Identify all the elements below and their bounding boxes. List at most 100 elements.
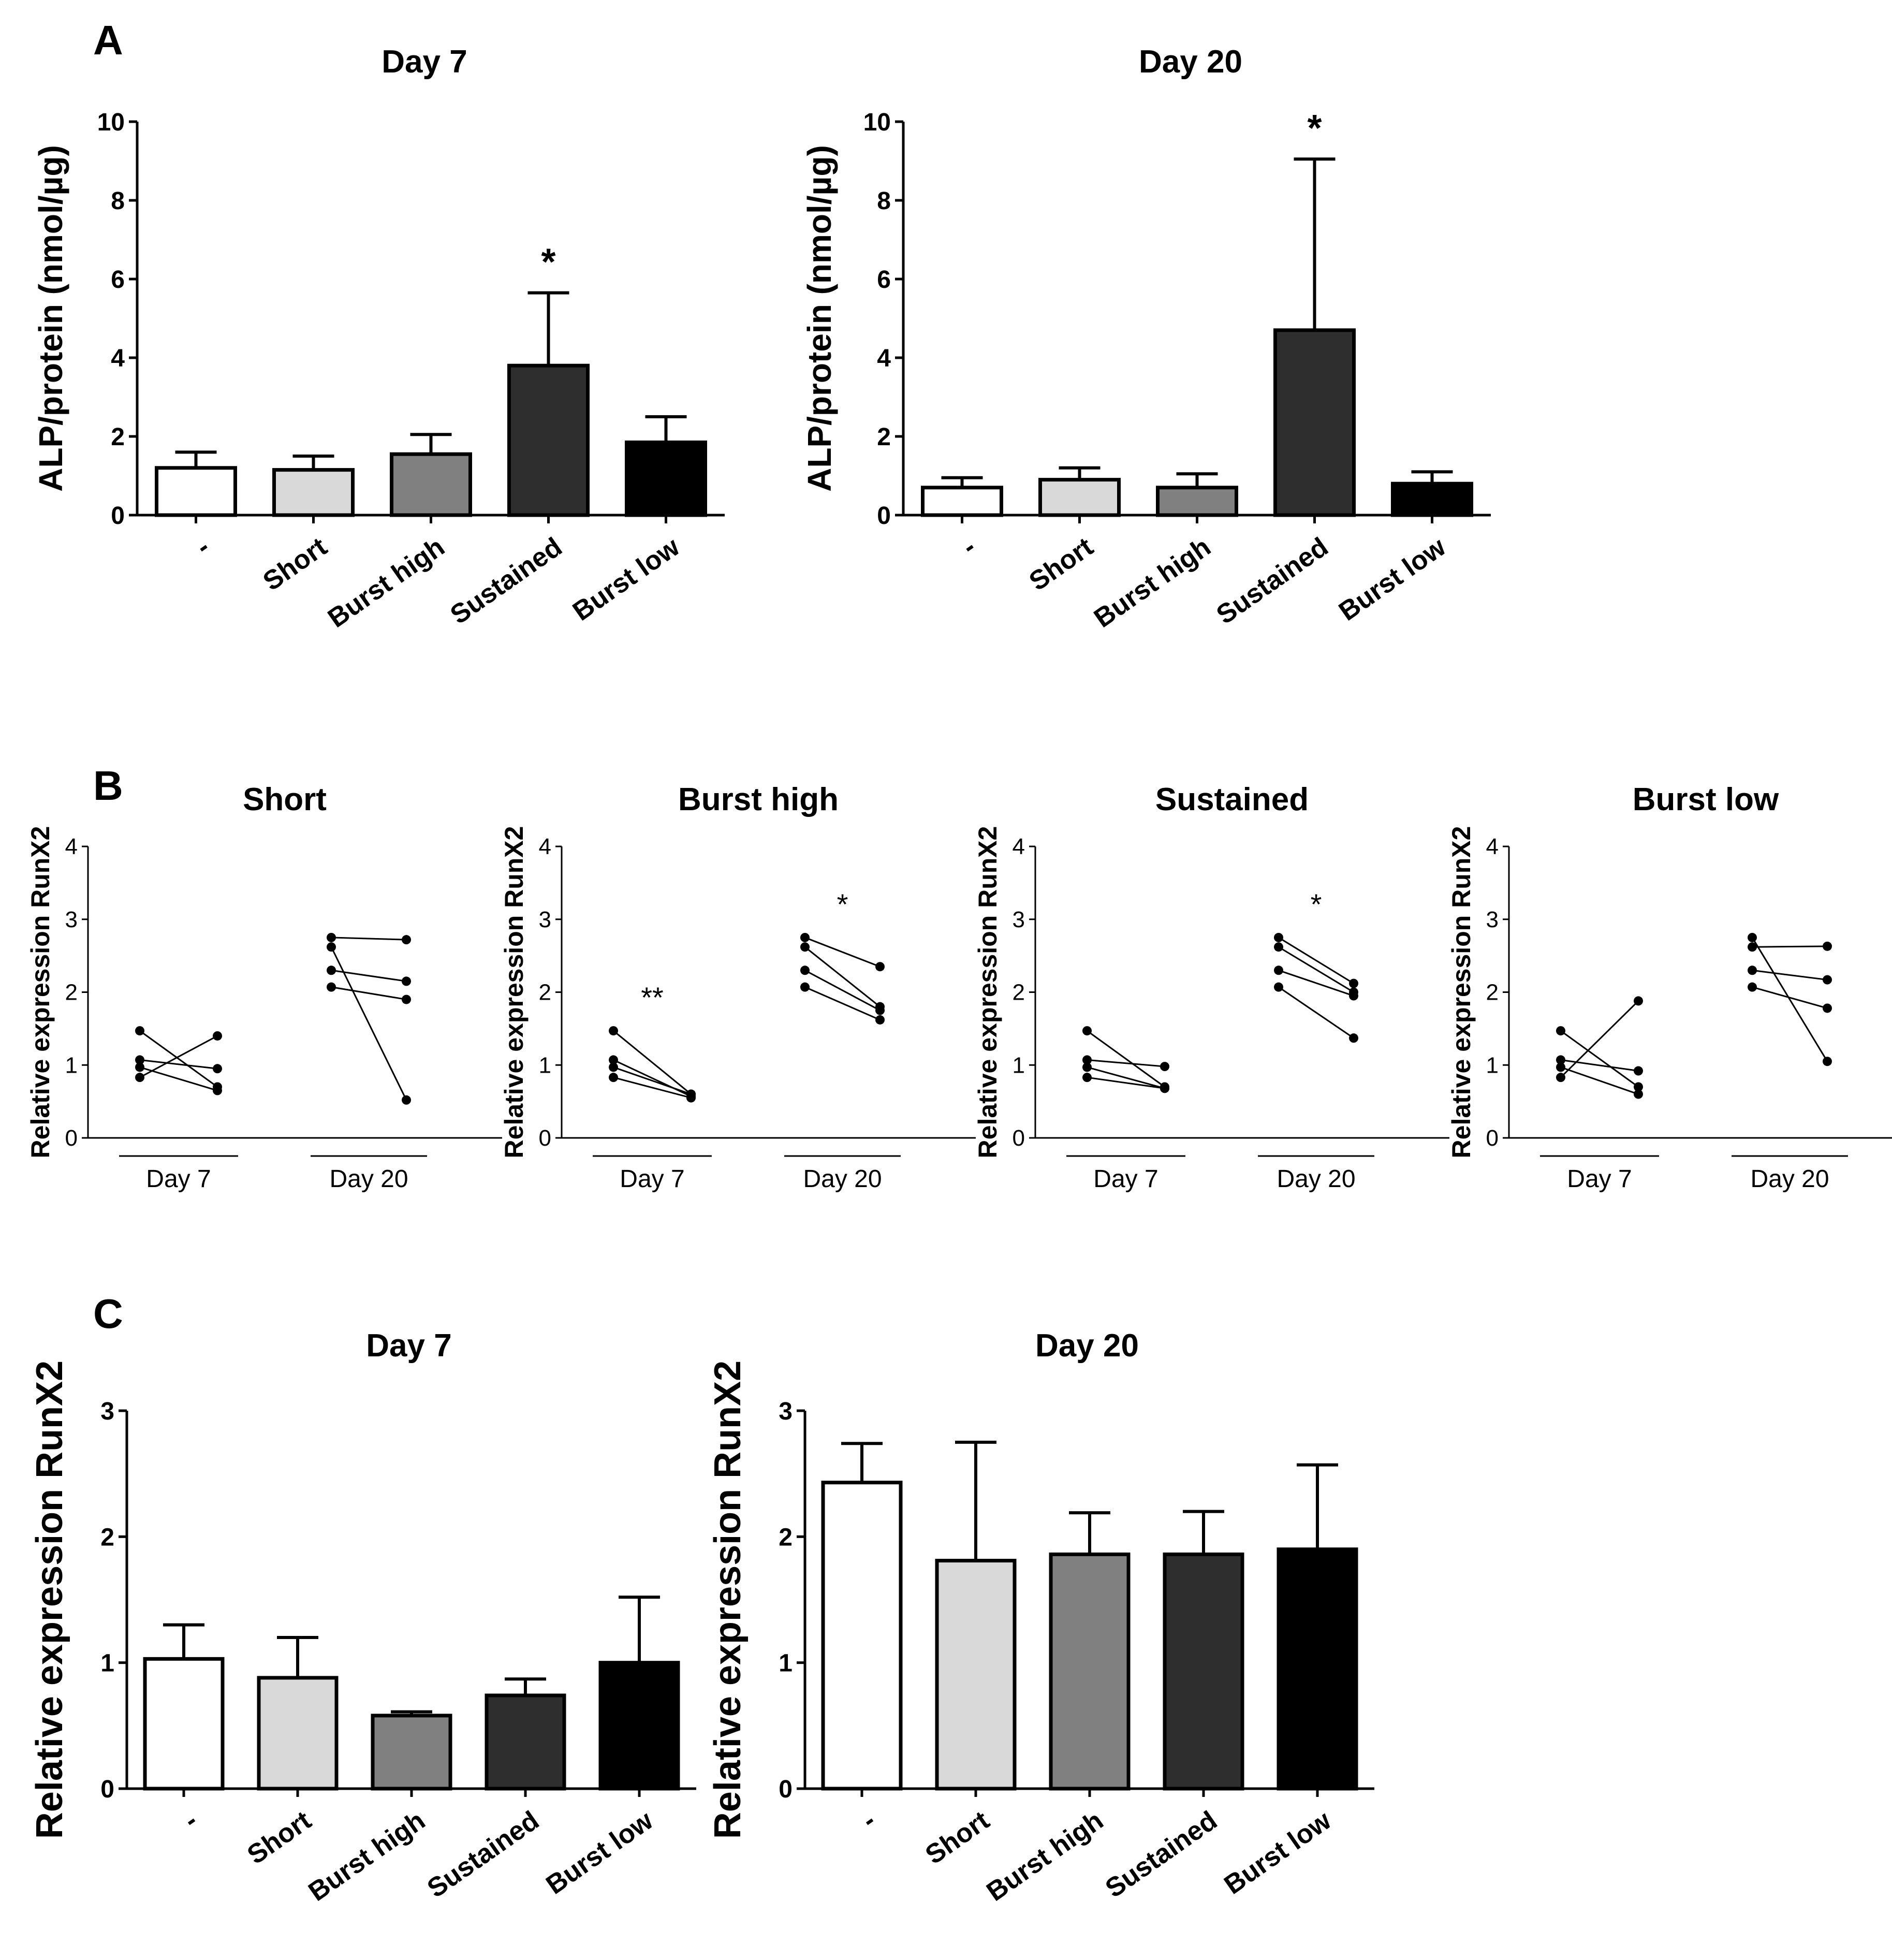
- data-point: [1634, 996, 1643, 1006]
- chart-title: Sustained: [1155, 782, 1309, 817]
- y-tick-label: 2: [100, 1524, 114, 1551]
- y-tick-label: 3: [1013, 907, 1025, 932]
- y-tick-label: 4: [539, 834, 551, 859]
- x-tick-label: Short: [258, 532, 332, 596]
- data-point: [800, 982, 810, 992]
- data-point: [327, 942, 336, 952]
- pair-line: [1087, 1030, 1165, 1088]
- y-tick-label: 0: [1013, 1125, 1025, 1151]
- y-tick-label: 3: [65, 907, 78, 932]
- bar: [1163, 1552, 1244, 1791]
- pair-line: [1752, 986, 1828, 1009]
- bar-chart-7: Day 20 0 1 2 3 Relative expression RunX2 - Shor…: [707, 1328, 1374, 1907]
- y-tick-label: 2: [877, 423, 891, 451]
- data-point: [1634, 1066, 1643, 1076]
- significance-marker: *: [1307, 108, 1322, 149]
- group-label: Day 7: [1567, 1165, 1632, 1193]
- group-label: Day 7: [620, 1165, 684, 1193]
- data-point: [135, 1026, 144, 1036]
- bar: [371, 1714, 452, 1791]
- y-tick-label: 10: [863, 109, 891, 136]
- data-point: [609, 1073, 618, 1083]
- pair-line: [1278, 946, 1354, 993]
- y-tick-label: 1: [779, 1650, 793, 1677]
- y-tick-label: 0: [111, 502, 125, 530]
- group-label: Day 7: [146, 1165, 211, 1193]
- pair-line: [331, 937, 407, 941]
- data-point: [1556, 1073, 1565, 1083]
- data-point: [609, 1026, 618, 1036]
- data-point: [213, 1031, 222, 1041]
- pair-line: [139, 1059, 218, 1070]
- pair-line: [330, 946, 407, 1101]
- data-point: [135, 1062, 144, 1072]
- x-tick-label: Burst low: [1333, 532, 1451, 627]
- data-point: [1556, 1062, 1565, 1072]
- bar: [598, 1661, 680, 1791]
- y-tick-label: 2: [65, 980, 78, 1005]
- bar: [1049, 1552, 1131, 1791]
- data-point: [1082, 1062, 1092, 1072]
- pair-line: [804, 937, 881, 968]
- data-point: [1274, 982, 1283, 992]
- pair-line: [1087, 1059, 1165, 1067]
- pair-line: [1087, 1066, 1165, 1089]
- significance-marker: *: [541, 242, 555, 283]
- data-point: [135, 1055, 144, 1065]
- y-tick-label: 0: [539, 1125, 551, 1151]
- bar: [935, 1559, 1017, 1791]
- group-label: Day 20: [1277, 1165, 1355, 1193]
- paired-chart-3: Burst high 0 1 2 3 4 Relative expression RunX2…: [500, 782, 976, 1193]
- data-point: [1160, 1084, 1169, 1093]
- data-point: [327, 982, 336, 992]
- x-tick-label: -: [190, 532, 215, 561]
- chart-title: Burst high: [678, 782, 839, 817]
- data-point: [1160, 1062, 1169, 1072]
- significance-marker: *: [1311, 888, 1322, 920]
- data-point: [1748, 982, 1757, 992]
- paired-chart-5: Burst low 0 1 2 3 4 Relative expression RunX2 D…: [1447, 782, 1892, 1193]
- bar-chart-1: Day 20 0 2 4 6 8 10 ALP/protein (nmol/µg) - Short…: [801, 44, 1491, 634]
- y-axis-label: ALP/protein (nmol/µg): [32, 145, 69, 492]
- y-tick-label: 2: [111, 423, 125, 451]
- data-point: [1556, 1055, 1565, 1065]
- y-tick-label: 8: [111, 187, 125, 215]
- y-tick-label: 3: [779, 1398, 793, 1425]
- pair-line: [1560, 1030, 1639, 1088]
- y-tick-label: 0: [100, 1776, 114, 1803]
- y-tick-label: 0: [65, 1125, 78, 1151]
- y-axis-label: Relative expression RunX2: [500, 826, 529, 1159]
- y-tick-label: 0: [877, 502, 891, 530]
- bar: [1156, 486, 1238, 517]
- bar: [155, 466, 237, 517]
- y-tick-label: 4: [877, 345, 891, 372]
- pair-line: [804, 946, 881, 1007]
- bar: [1277, 1547, 1358, 1791]
- group-label: Day 20: [329, 1165, 408, 1193]
- y-tick-label: 0: [779, 1776, 793, 1803]
- x-tick-label: Short: [242, 1805, 316, 1870]
- data-point: [1349, 978, 1358, 988]
- data-point: [327, 932, 336, 942]
- y-tick-label: 1: [1486, 1052, 1499, 1078]
- data-point: [609, 1062, 618, 1072]
- paired-chart-4: Sustained 0 1 2 3 4 Relative expression RunX2 D…: [973, 782, 1449, 1193]
- data-point: [1634, 1082, 1643, 1092]
- data-point: [875, 1015, 885, 1025]
- x-tick-label: Burst high: [1089, 532, 1216, 634]
- x-tick-label: Sustained: [1100, 1805, 1223, 1904]
- chart-title: Short: [243, 782, 327, 817]
- x-tick-label: Burst low: [1219, 1805, 1337, 1900]
- pair-line: [613, 1030, 692, 1095]
- data-point: [609, 1055, 618, 1065]
- data-point: [1823, 975, 1832, 985]
- x-tick-label: -: [178, 1805, 202, 1835]
- bar: [507, 363, 590, 517]
- y-axis-label: Relative expression RunX2: [973, 826, 1002, 1159]
- bar: [485, 1693, 566, 1791]
- data-point: [800, 966, 810, 975]
- bar: [921, 486, 1003, 517]
